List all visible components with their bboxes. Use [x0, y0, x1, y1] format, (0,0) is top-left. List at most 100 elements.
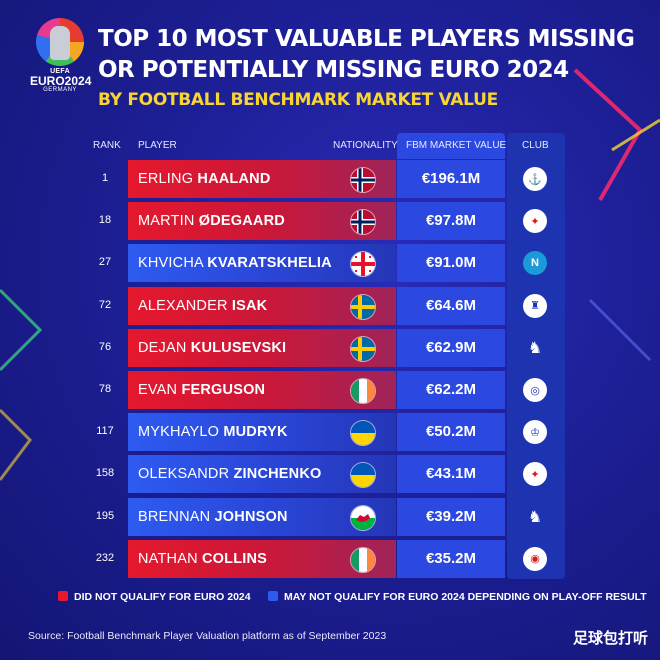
player-bar: BRENNAN JOHNSON	[128, 497, 396, 536]
player-first-name: ERLING	[138, 171, 194, 187]
player-rank: 76	[98, 340, 112, 353]
player-last-name: COLLINS	[201, 550, 268, 567]
table-row: 232 NATHAN COLLINS €35.2M ◉	[0, 539, 660, 578]
georgia-flag-icon	[350, 251, 376, 278]
logo-line-2: EURO2024	[30, 74, 92, 88]
table-row: 76 DEJAN KULUSEVSKI €62.9M ♞	[0, 328, 660, 367]
market-value: €97.8M	[397, 202, 505, 241]
header-rank: RANK	[93, 140, 121, 151]
player-name: MYKHAYLO MUDRYK	[138, 424, 288, 440]
player-first-name: MARTIN	[138, 213, 195, 230]
player-rank: 1	[101, 172, 109, 184]
page-subtitle: BY FOOTBALL BENCHMARK MARKET VALUE	[98, 90, 498, 110]
euro2024-logo: UEFA EURO2024 GERMANY	[30, 18, 92, 96]
legend-red: DID NOT QUALIFY FOR EURO 2024	[58, 591, 251, 603]
trophy-icon	[36, 18, 84, 66]
player-name: OLEKSANDR ZINCHENKO	[138, 466, 321, 482]
brighton-crest-icon: ◎	[523, 378, 547, 402]
player-name: KHVICHA KVARATSKHELIA	[138, 255, 332, 271]
player-last-name: JOHNSON	[214, 508, 288, 525]
legend-blue: MAY NOT QUALIFY FOR EURO 2024 DEPENDING …	[268, 591, 647, 603]
player-first-name: DEJAN	[138, 339, 187, 356]
player-bar: MYKHAYLO MUDRYK	[128, 413, 396, 452]
legend-red-swatch	[58, 591, 68, 601]
legend-blue-label: MAY NOT QUALIFY FOR EURO 2024 DEPENDING …	[284, 591, 647, 603]
player-last-name: FERGUSON	[181, 382, 266, 398]
player-rank: 158	[95, 467, 115, 480]
player-last-name: KULUSEVSKI	[190, 339, 287, 356]
player-first-name: EVAN	[138, 382, 178, 398]
market-value: €50.2M	[397, 413, 505, 452]
market-value: €62.2M	[397, 371, 505, 409]
player-rank: 117	[96, 425, 114, 438]
table-header: RANK PLAYER NATIONALITY FBM MARKET VALUE…	[0, 133, 660, 159]
ukraine-flag-icon	[350, 462, 376, 489]
player-name: DEJAN KULUSEVSKI	[138, 340, 286, 356]
player-rank: 72	[98, 298, 112, 311]
player-bar: ALEXANDER ISAK	[128, 286, 396, 325]
watermark: 足球包打听	[572, 630, 648, 647]
player-first-name: NATHAN	[138, 550, 198, 567]
value-header-panel	[397, 133, 505, 159]
player-first-name: OLEKSANDR	[138, 466, 230, 483]
sweden-flag-icon	[350, 335, 376, 362]
legend-red-label: DID NOT QUALIFY FOR EURO 2024	[74, 591, 251, 603]
tottenham-crest-icon: ♞	[527, 339, 543, 357]
player-name: ALEXANDER ISAK	[138, 298, 267, 314]
market-value: €39.2M	[397, 497, 505, 536]
player-rank: 232	[95, 551, 115, 564]
player-rank: 18	[98, 214, 112, 227]
player-name: BRENNAN JOHNSON	[138, 509, 288, 525]
header-nationality: NATIONALITY	[333, 140, 398, 151]
table-row: 1 ERLING HAALAND €196.1M ⚓	[0, 160, 660, 198]
club-column-panel	[507, 133, 565, 579]
legend-blue-swatch	[268, 591, 278, 601]
wales-flag-icon	[350, 504, 376, 531]
norway-flag-icon	[350, 167, 376, 193]
market-value: €91.0M	[397, 244, 505, 283]
ireland-flag-icon	[350, 378, 376, 404]
source-note: Source: Football Benchmark Player Valuat…	[28, 630, 387, 642]
table-row: 117 MYKHAYLO MUDRYK €50.2M ♔	[0, 413, 660, 452]
arsenal-crest-icon: ✦	[523, 209, 547, 234]
player-name: EVAN FERGUSON	[138, 382, 265, 398]
logo-line-3: GERMANY	[43, 87, 77, 93]
player-last-name: HAALAND	[197, 171, 271, 187]
player-first-name: KHVICHA	[138, 255, 204, 272]
table-row: 72 ALEXANDER ISAK €64.6M ♜	[0, 286, 660, 325]
brentford-crest-icon: ◉	[523, 546, 547, 571]
player-bar: KHVICHA KVARATSKHELIA	[128, 244, 396, 283]
table-row: 18 MARTIN ØDEGAARD €97.8M ✦	[0, 202, 660, 241]
player-last-name: ZINCHENKO	[233, 466, 322, 483]
table-row: 27 KHVICHA KVARATSKHELIA €91.0M N	[0, 244, 660, 283]
header-club: CLUB	[522, 140, 549, 151]
player-bar: EVAN FERGUSON	[128, 371, 396, 409]
chelsea-crest-icon: ♔	[523, 420, 547, 445]
market-value: €196.1M	[397, 160, 505, 198]
napoli-crest-icon: N	[523, 251, 547, 276]
player-name: ERLING HAALAND	[138, 171, 271, 187]
player-name: MARTIN ØDEGAARD	[138, 213, 285, 229]
ukraine-flag-icon	[350, 420, 376, 447]
player-rank: 27	[98, 256, 112, 269]
norway-flag-icon	[350, 209, 376, 236]
player-last-name: KVARATSKHELIA	[207, 255, 332, 272]
player-bar: OLEKSANDR ZINCHENKO	[128, 455, 396, 494]
ireland-flag-icon	[350, 546, 376, 573]
player-bar: ERLING HAALAND	[128, 160, 396, 198]
player-first-name: MYKHAYLO	[138, 424, 220, 441]
market-value: €43.1M	[397, 455, 505, 494]
player-last-name: ISAK	[231, 297, 268, 314]
market-value: €35.2M	[397, 539, 505, 578]
player-last-name: MUDRYK	[223, 424, 288, 441]
table-row: 78 EVAN FERGUSON €62.2M ◎	[0, 371, 660, 409]
market-value: €64.6M	[397, 286, 505, 325]
player-bar: DEJAN KULUSEVSKI	[128, 328, 396, 367]
manchester-city-crest-icon: ⚓	[523, 167, 547, 191]
player-first-name: ALEXANDER	[138, 297, 228, 314]
table-row: 195 BRENNAN JOHNSON €39.2M ♞	[0, 497, 660, 536]
table-row: 158 OLEKSANDR ZINCHENKO €43.1M ✦	[0, 455, 660, 494]
sweden-flag-icon	[350, 293, 376, 320]
page-title: Top 10 most valuable players missing or …	[98, 26, 635, 83]
